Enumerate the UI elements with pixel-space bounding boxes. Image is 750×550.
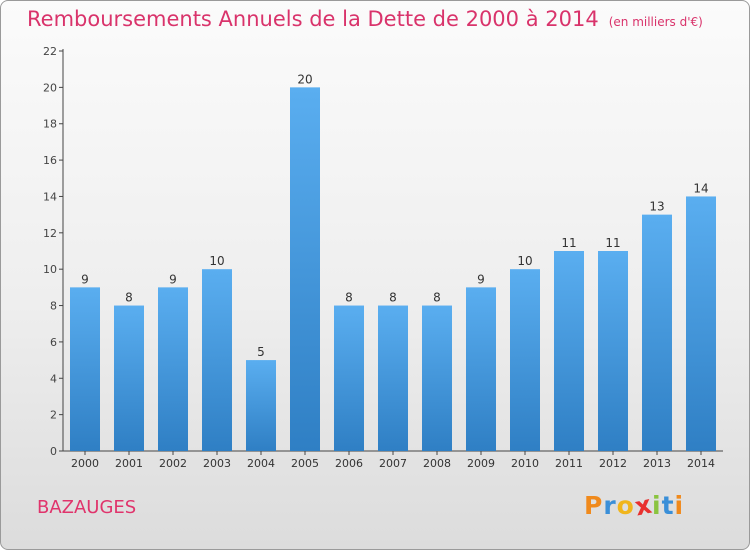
y-tick-label: 8 [50, 300, 57, 313]
y-tick-label: 16 [43, 154, 57, 167]
bar [598, 251, 628, 451]
bar-value-label: 10 [209, 254, 224, 268]
x-tick-label: 2010 [511, 457, 539, 470]
bar [686, 196, 716, 451]
bar-value-label: 11 [605, 236, 620, 250]
x-tick-label: 2009 [467, 457, 495, 470]
x-tick-label: 2007 [379, 457, 407, 470]
unit-note: (en milliers d'€) [608, 15, 703, 29]
x-tick-label: 2012 [599, 457, 627, 470]
y-tick-label: 4 [50, 372, 57, 385]
proxiti-logo: Proxiti [584, 490, 685, 522]
x-tick-label: 2014 [687, 457, 715, 470]
bar [554, 251, 584, 451]
bar-value-label: 5 [257, 345, 265, 359]
logo-letter: i [652, 491, 662, 520]
y-tick-label: 20 [43, 81, 57, 94]
x-tick-label: 2003 [203, 457, 231, 470]
logo-letter: i [674, 491, 685, 520]
y-tick-label: 22 [43, 45, 57, 58]
x-tick-label: 2013 [643, 457, 671, 470]
x-tick-label: 2002 [159, 457, 187, 470]
bar [158, 287, 188, 451]
bar [70, 287, 100, 451]
bar [290, 87, 320, 451]
y-tick-label: 18 [43, 118, 57, 131]
logo-letter: t [661, 491, 675, 520]
x-tick-label: 2001 [115, 457, 143, 470]
logo-letter: o [616, 491, 635, 520]
x-tick-label: 2008 [423, 457, 451, 470]
x-tick-label: 2011 [555, 457, 583, 470]
y-tick-label: 12 [43, 227, 57, 240]
x-tick-label: 2000 [71, 457, 99, 470]
bar-value-label: 10 [517, 254, 532, 268]
bar [114, 305, 144, 451]
bar-value-label: 20 [297, 72, 312, 86]
bar-value-label: 9 [169, 272, 177, 286]
bar [510, 269, 540, 451]
x-tick-label: 2006 [335, 457, 363, 470]
bar [642, 214, 672, 451]
bar-value-label: 9 [81, 272, 89, 286]
y-tick-label: 6 [50, 336, 57, 349]
x-tick-label: 2005 [291, 457, 319, 470]
commune-name: BAZAUGES [37, 497, 137, 518]
chart-title: Remboursements Annuels de la Dette de 20… [27, 7, 703, 31]
y-tick-label: 2 [50, 409, 57, 422]
bar [246, 360, 276, 451]
bar [378, 305, 408, 451]
bar [202, 269, 232, 451]
bar-value-label: 8 [433, 291, 441, 305]
bar-value-label: 8 [125, 291, 133, 305]
bar-value-label: 13 [649, 200, 664, 214]
y-tick-label: 0 [50, 445, 57, 458]
logo-letter: r [603, 491, 617, 520]
bar-value-label: 14 [693, 181, 708, 195]
bar [334, 305, 364, 451]
y-tick-label: 10 [43, 263, 57, 276]
bar-value-label: 11 [561, 236, 576, 250]
y-tick-label: 14 [43, 190, 57, 203]
bar [422, 305, 452, 451]
x-tick-label: 2004 [247, 457, 275, 470]
chart-title-text: Remboursements Annuels de la Dette de 20… [27, 7, 599, 31]
logo-letter: P [584, 491, 604, 520]
bar-value-label: 8 [345, 291, 353, 305]
bar-value-label: 9 [477, 272, 485, 286]
bar-value-label: 8 [389, 291, 397, 305]
bar [466, 287, 496, 451]
